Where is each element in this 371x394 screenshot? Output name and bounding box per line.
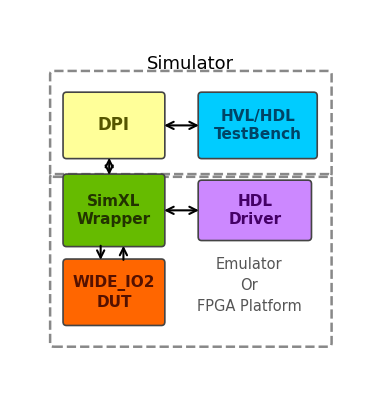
FancyBboxPatch shape: [63, 174, 165, 247]
FancyBboxPatch shape: [63, 259, 165, 325]
Text: Simulator: Simulator: [147, 55, 234, 73]
Text: HDL
Driver: HDL Driver: [228, 193, 281, 227]
FancyBboxPatch shape: [198, 92, 317, 159]
Text: WIDE_IO2
DUT: WIDE_IO2 DUT: [73, 275, 155, 310]
Text: DPI: DPI: [98, 116, 130, 134]
FancyBboxPatch shape: [198, 180, 312, 240]
Text: SimXL
Wrapper: SimXL Wrapper: [77, 193, 151, 227]
FancyBboxPatch shape: [63, 92, 165, 159]
Text: Emulator
Or
FPGA Platform: Emulator Or FPGA Platform: [197, 257, 302, 314]
Text: HVL/HDL
TestBench: HVL/HDL TestBench: [214, 109, 302, 142]
